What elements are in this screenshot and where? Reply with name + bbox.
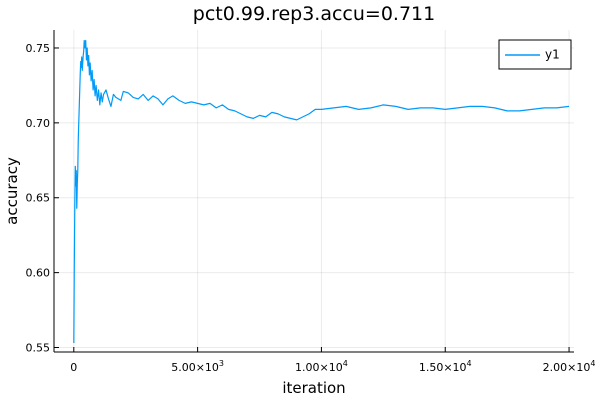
y-ticks: 0.55 0.60 0.65 0.70 0.75 (26, 42, 59, 355)
axes (53, 30, 574, 353)
x-tick-label: 1.00×104 (295, 359, 348, 374)
series (73, 39, 570, 344)
x-tick-label: 0 (70, 361, 77, 374)
grid (54, 30, 574, 352)
chart-title: pct0.99.rep3.accu=0.711 (193, 3, 435, 25)
legend-label-y1: y1 (545, 48, 560, 62)
y-tick-label: 0.70 (26, 117, 51, 130)
x-tick-label: 2.00×104 (543, 359, 596, 374)
legend: y1 (498, 39, 572, 70)
y-tick-label: 0.75 (26, 42, 51, 55)
x-ticks: 0 5.00×103 1.00×104 1.50×104 2.00×104 (70, 347, 595, 374)
series-line-y1 (73, 39, 570, 344)
x-tick-label: 5.00×103 (171, 359, 224, 374)
y-axis-label: accuracy (3, 157, 21, 225)
y-tick-label: 0.55 (26, 342, 51, 355)
x-axis-label: iteration (282, 379, 345, 397)
y-tick-label: 0.65 (26, 192, 51, 205)
y-tick-label: 0.60 (26, 267, 51, 280)
x-tick-label: 1.50×104 (419, 359, 472, 374)
